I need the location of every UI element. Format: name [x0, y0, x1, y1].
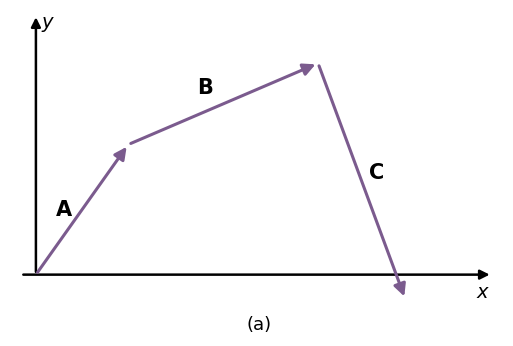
- Text: C: C: [369, 163, 385, 183]
- Text: B: B: [198, 78, 213, 98]
- Text: x: x: [477, 283, 488, 302]
- Text: (a): (a): [247, 316, 271, 334]
- Text: A: A: [56, 200, 72, 220]
- Text: y: y: [42, 13, 53, 32]
